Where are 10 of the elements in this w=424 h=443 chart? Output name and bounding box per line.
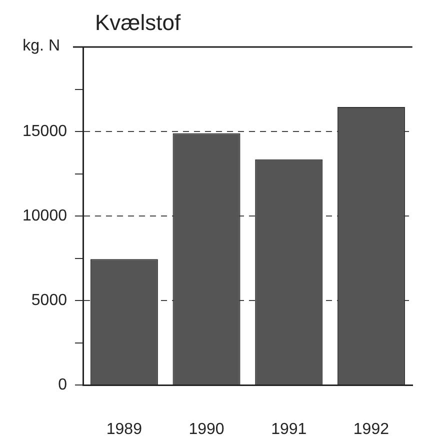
x-tick-label: 1990	[188, 421, 224, 438]
y-tick-label: 5000	[31, 292, 68, 309]
x-tick-label: 1991	[271, 421, 307, 438]
x-tick-label: 1992	[353, 421, 390, 438]
y-tick-label: 0	[58, 376, 68, 394]
y-tick-label: 10000	[22, 207, 68, 224]
x-tick-label: 1989	[106, 421, 142, 438]
y-tick-label: 15000	[22, 122, 68, 140]
chart-title: Kvælstof	[95, 10, 182, 35]
y-axis-title: kg. N	[22, 37, 60, 54]
